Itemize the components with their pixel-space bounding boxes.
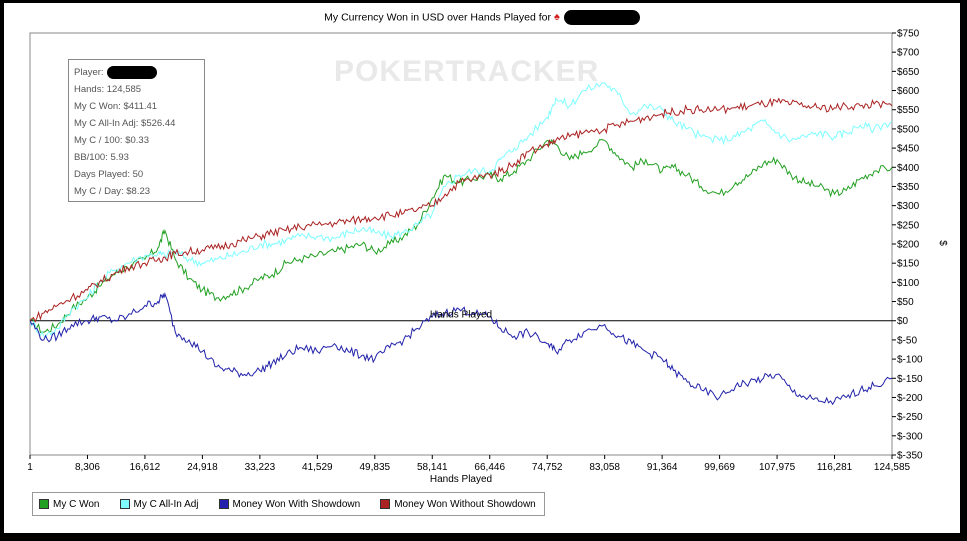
y-tick-label: $350: [897, 182, 920, 193]
y-axis-label: $: [937, 240, 948, 246]
info-line: My C All-In Adj: $526.44: [74, 118, 176, 129]
x-tick-label: 74,752: [532, 462, 563, 473]
line-chart: $750 $700 $650 $600 $550 $500 $450 $400 $350 $300…: [27, 29, 948, 486]
y-tick-label: $500: [897, 124, 920, 135]
redacted-player-name: [563, 10, 640, 25]
suit-icon: ♠: [553, 11, 560, 24]
x-axis-label: Hands Played: [430, 310, 492, 321]
x-tick-label: 16,612: [130, 462, 161, 473]
legend-swatch: [218, 499, 229, 509]
x-tick-label: 107,975: [759, 462, 796, 473]
x-tick-label: 116,281: [817, 462, 853, 473]
series-line-3: [29, 292, 893, 406]
legend-swatch: [380, 499, 391, 509]
x-tick-label: 58,141: [417, 462, 448, 473]
y-tick-label: $450: [897, 144, 920, 155]
y-tick-label: $0: [897, 316, 909, 327]
y-tick-label: $-250: [897, 412, 923, 423]
chart-ticks: $750 $700 $650 $600 $550 $500 $450 $400 $350 $300…: [27, 29, 948, 486]
series-line-2: [29, 82, 893, 339]
x-tick-label: 41,529: [302, 462, 333, 473]
x-tick-label: 66,446: [474, 462, 505, 473]
x-tick-label: 33,223: [245, 462, 276, 473]
chart-lines: [29, 82, 893, 406]
info-line: My C / Day: $8.23: [74, 186, 151, 197]
y-tick-label: $-100: [897, 355, 923, 366]
y-tick-label: $-350: [897, 451, 923, 462]
legend-swatch: [39, 499, 49, 509]
series-line-1: [29, 139, 893, 334]
legend-item-without-showdown[interactable]: Money Won Without Showdown: [380, 499, 536, 510]
y-tick-label: $600: [897, 86, 920, 97]
y-tick-label: $750: [897, 29, 920, 40]
series-line-4: [29, 97, 893, 323]
y-tick-label: $250: [897, 220, 920, 231]
x-tick-label: 99,669: [704, 462, 735, 473]
x-tick-label: 49,835: [360, 462, 391, 473]
y-tick-label: $700: [897, 48, 920, 59]
y-tick-label: $300: [897, 201, 920, 212]
x-tick-label: 24,918: [187, 462, 218, 473]
chart-title-text: My Currency Won in USD over Hands Played…: [324, 11, 551, 24]
chart-title: My Currency Won in USD over Hands Played…: [4, 10, 960, 25]
info-player: Player:: [74, 64, 199, 81]
x-tick-label: 8,306: [75, 462, 100, 473]
x-tick-label: 1: [27, 462, 33, 473]
x-tick-label: 124,585: [874, 462, 911, 473]
y-tick-label: $200: [897, 240, 920, 251]
legend-item-my-c-won[interactable]: My C Won: [39, 499, 100, 510]
legend-item-all-in-adj[interactable]: My C All-In Adj: [119, 499, 199, 510]
info-line: Hands: 124,585: [74, 84, 142, 95]
y-tick-label: $150: [897, 259, 920, 270]
y-tick-label: $550: [897, 105, 920, 116]
info-line: Days Played: 50: [74, 169, 144, 180]
y-tick-label: $650: [897, 67, 920, 78]
chart-frame: My Currency Won in USD over Hands Played…: [4, 3, 960, 533]
x-axis-label-bottom: Hands Played: [430, 474, 492, 485]
y-tick-label: $-50: [897, 335, 917, 346]
y-tick-label: $-150: [897, 374, 923, 385]
y-tick-label: $-200: [897, 393, 923, 404]
y-tick-label: $-300: [897, 431, 923, 442]
stats-info-box: Player: Hands: 124,585 My C Won: $411.41…: [68, 59, 205, 202]
info-line: My C / 100: $0.33: [74, 135, 149, 146]
chart-legend: My C Won My C All-In Adj Money Won With …: [32, 492, 545, 516]
legend-swatch: [119, 499, 130, 509]
y-tick-label: $50: [897, 297, 914, 308]
x-tick-label: 91,364: [647, 462, 678, 473]
legend-item-with-showdown[interactable]: Money Won With Showdown: [218, 499, 360, 510]
y-tick-label: $100: [897, 278, 920, 289]
info-line: BB/100: 5.93: [74, 152, 129, 163]
redacted-player: [106, 65, 157, 79]
pokertracker-watermark: POKERTRACKER: [334, 55, 600, 88]
y-tick-label: $400: [897, 163, 920, 174]
x-tick-label: 83,058: [589, 462, 620, 473]
info-line: My C Won: $411.41: [74, 101, 158, 112]
